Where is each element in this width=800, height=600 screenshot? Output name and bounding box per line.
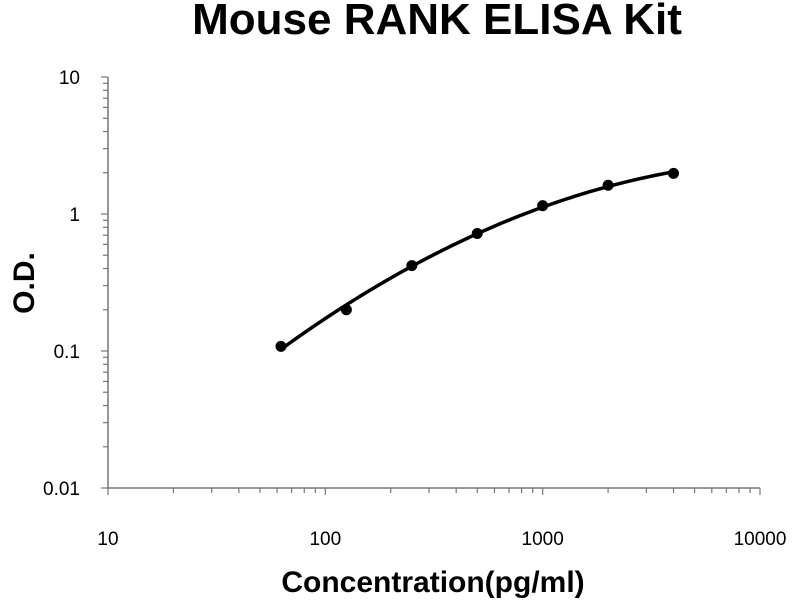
data-point	[537, 200, 549, 212]
plot-area: 10 100 1000 10000 0.01 0.1 1 10	[43, 68, 786, 550]
x-tick-label: 10	[97, 529, 118, 550]
y-tick-label: 0.1	[54, 342, 80, 363]
data-point	[275, 340, 287, 352]
y-axis-ticks	[101, 76, 108, 489]
x-axis-ticks	[107, 488, 761, 495]
data-points	[275, 167, 680, 352]
data-point	[602, 179, 614, 191]
y-axis-tick-labels: 0.01 0.1 1 10	[43, 68, 80, 500]
y-tick-label: 10	[59, 68, 80, 89]
data-point	[340, 304, 352, 316]
x-axis-tick-labels: 10 100 1000 10000	[97, 529, 786, 550]
axes	[107, 77, 760, 489]
x-tick-label: 100	[309, 529, 341, 550]
data-point	[406, 260, 418, 272]
x-axis-title: Concentration(pg/ml)	[281, 566, 584, 599]
chart-title: Mouse RANK ELISA Kit	[192, 0, 682, 44]
y-tick-label: 0.01	[43, 479, 80, 500]
x-tick-label: 10000	[734, 529, 787, 550]
data-point	[471, 228, 483, 240]
y-axis-title: O.D.	[8, 252, 41, 314]
fit-curve	[279, 170, 676, 352]
x-tick-label: 1000	[522, 529, 564, 550]
data-point	[668, 167, 680, 179]
y-tick-label: 1	[69, 205, 80, 226]
